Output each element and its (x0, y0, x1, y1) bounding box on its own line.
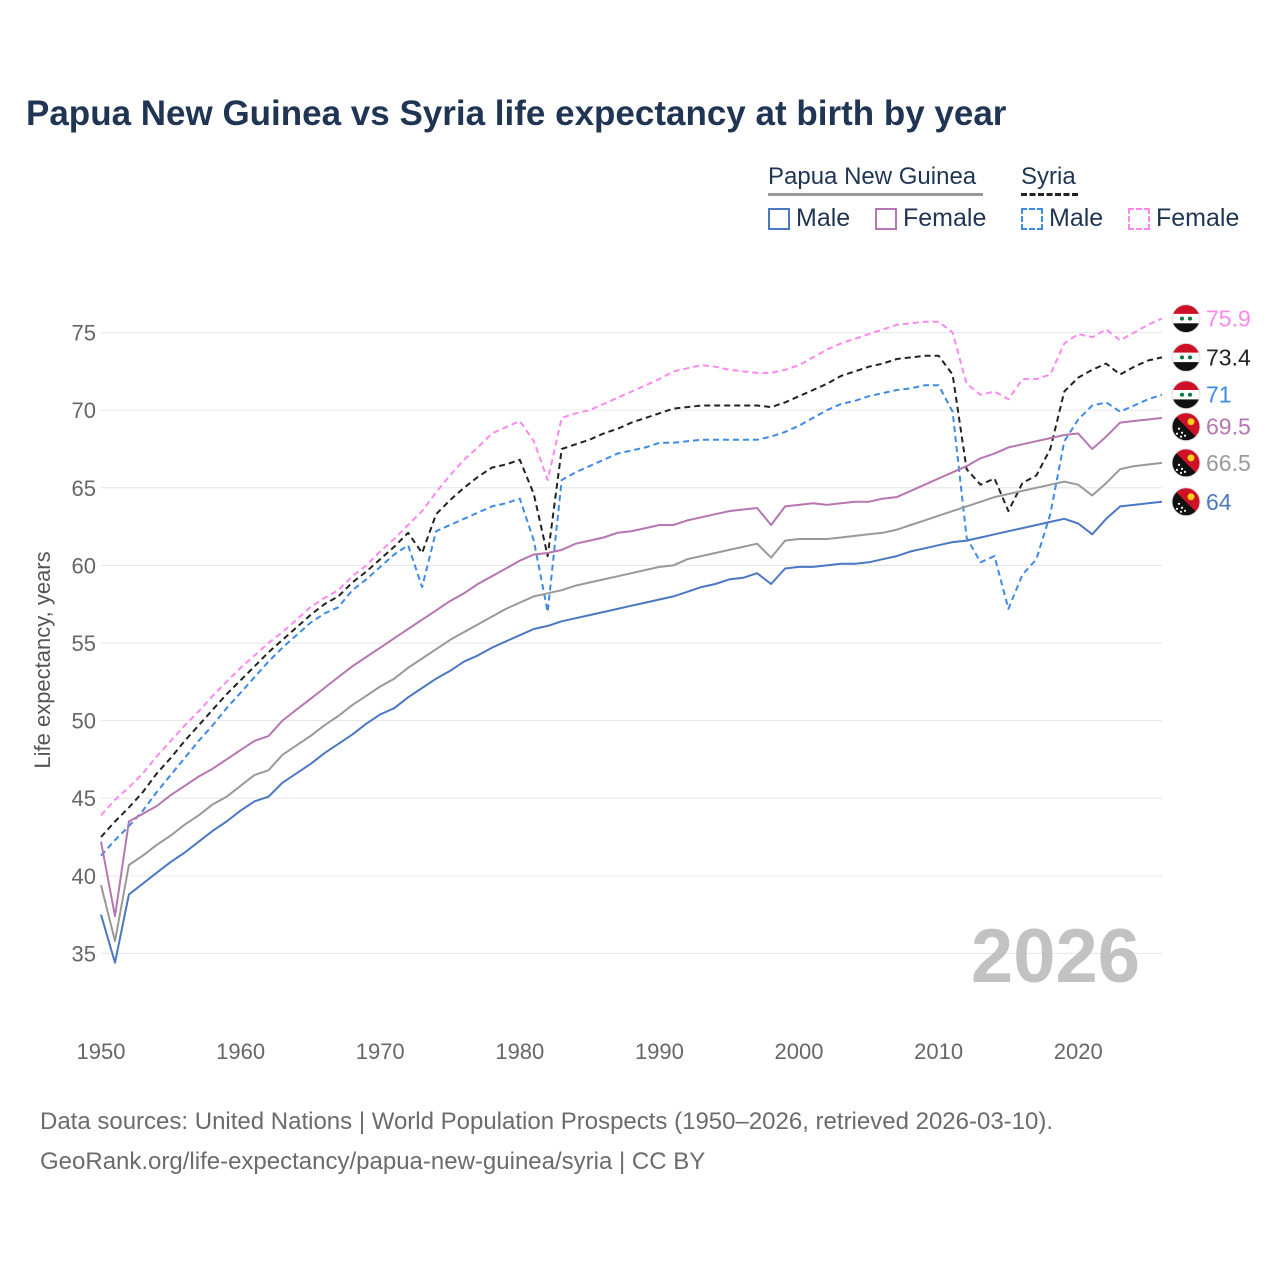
series-line-papua-new-guinea-male (100, 500, 1163, 964)
footer-sources: Data sources: United Nations | World Pop… (40, 1108, 1054, 1135)
legend-label: Female (903, 204, 987, 232)
y-tick-label: 55 (72, 631, 96, 656)
series-line-syria-female (100, 317, 1163, 816)
x-tick-label: 1990 (635, 1039, 684, 1064)
flag-icon-syria (1171, 342, 1201, 372)
series-line-papua-new-guinea-both (100, 461, 1163, 942)
x-tick-label: 1960 (216, 1039, 265, 1064)
flag-icon-syria (1171, 380, 1201, 410)
y-tick-label: 65 (72, 476, 96, 501)
grid (101, 332, 1162, 954)
legend-group-line (768, 193, 983, 196)
series-group (100, 317, 1163, 964)
x-tick-label: 2010 (914, 1039, 963, 1064)
legend-group-label: Syria (1021, 163, 1076, 190)
x-tick-label: 2020 (1054, 1039, 1103, 1064)
legend-label: Female (1156, 204, 1240, 232)
y-tick-label: 45 (72, 786, 96, 811)
x-tick-label: 1980 (495, 1039, 544, 1064)
x-tick-label: 2000 (775, 1039, 824, 1064)
flag-icon-syria (1171, 304, 1201, 334)
y-tick-label: 35 (72, 941, 96, 966)
flag-icon-png (1171, 448, 1201, 478)
end-value-label: 66.5 (1206, 450, 1251, 476)
end-value-label: 75.9 (1206, 306, 1251, 332)
y-axis-title: Life expectancy, years (30, 551, 55, 768)
legend-group-line (1021, 193, 1078, 196)
y-tick-label: 70 (72, 398, 96, 423)
x-tick-label: 1970 (356, 1039, 405, 1064)
footer-link: GeoRank.org/life-expectancy/papua-new-gu… (40, 1148, 706, 1175)
flag-icon-png (1171, 412, 1201, 442)
series-line-syria-male (100, 384, 1163, 857)
legend-group-syria: Syria (1021, 163, 1078, 196)
end-value-label: 69.5 (1206, 414, 1251, 440)
legend-swatch (875, 207, 897, 230)
legend-item-syria-female: Female (1128, 204, 1239, 233)
y-tick-label: 40 (72, 864, 96, 889)
life-expectancy-chart: 35 40 45 50 55 60 65 70 75 1950 1960 1970 1980 1990 2… (30, 304, 1251, 1064)
y-tick-label: 60 (72, 553, 96, 578)
legend-label: Male (1049, 204, 1104, 232)
series-line-syria-both (100, 354, 1163, 838)
end-value-label: 71 (1206, 382, 1232, 408)
y-axis: 35 40 45 50 55 60 65 70 75 (72, 321, 96, 967)
legend-item-png-female: Female (875, 204, 986, 233)
legend-swatch (768, 207, 790, 230)
chart-title: Papua New Guinea vs Syria life expectanc… (26, 94, 1007, 133)
series-line-papua-new-guinea-female (100, 416, 1163, 918)
year-watermark: 2026 (971, 914, 1140, 999)
end-markers: 75.9 73.4 71 69.5 66.5 64 (1171, 304, 1251, 517)
legend-swatch (1128, 207, 1150, 230)
x-tick-label: 1950 (77, 1039, 126, 1064)
end-value-label: 73.4 (1206, 344, 1251, 370)
legend-swatch (1021, 207, 1043, 230)
legend-group-papua-new-guinea: Papua New Guinea (768, 163, 983, 196)
y-tick-label: 75 (72, 321, 96, 346)
legend-item-png-male: Male (768, 204, 850, 233)
legend-item-syria-male: Male (1021, 204, 1103, 233)
legend-group-label: Papua New Guinea (768, 163, 977, 190)
flag-icon-png (1171, 487, 1201, 517)
x-axis: 1950 1960 1970 1980 1990 2000 2010 2020 (77, 1039, 1103, 1064)
end-value-label: 64 (1206, 489, 1232, 515)
legend-label: Male (796, 204, 851, 232)
y-tick-label: 50 (72, 709, 96, 734)
